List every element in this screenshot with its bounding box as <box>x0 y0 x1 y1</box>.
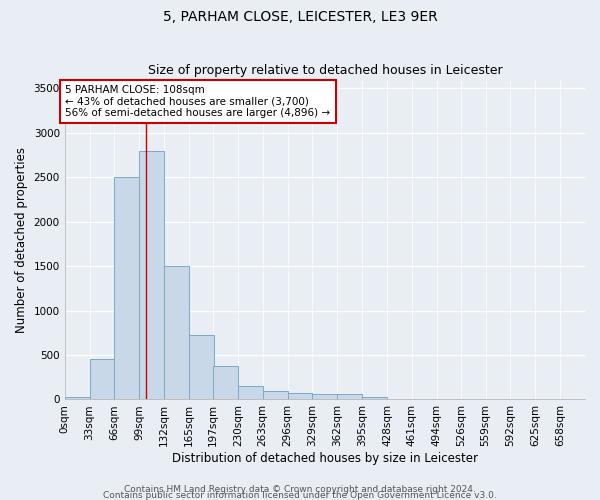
Bar <box>89 358 115 400</box>
Y-axis label: Number of detached properties: Number of detached properties <box>15 146 28 332</box>
Bar <box>263 390 287 400</box>
Bar <box>362 397 387 400</box>
Text: Contains public sector information licensed under the Open Government Licence v3: Contains public sector information licen… <box>103 491 497 500</box>
Text: 5, PARHAM CLOSE, LEICESTER, LE3 9ER: 5, PARHAM CLOSE, LEICESTER, LE3 9ER <box>163 10 437 24</box>
Text: 5 PARHAM CLOSE: 108sqm
← 43% of detached houses are smaller (3,700)
56% of semi-: 5 PARHAM CLOSE: 108sqm ← 43% of detached… <box>65 85 331 118</box>
Bar <box>337 394 362 400</box>
Bar <box>189 334 214 400</box>
X-axis label: Distribution of detached houses by size in Leicester: Distribution of detached houses by size … <box>172 452 478 465</box>
Bar <box>287 393 313 400</box>
Bar <box>213 366 238 400</box>
Bar <box>115 178 139 400</box>
Bar <box>139 150 164 400</box>
Title: Size of property relative to detached houses in Leicester: Size of property relative to detached ho… <box>148 64 502 77</box>
Bar <box>65 397 89 400</box>
Bar <box>313 394 337 400</box>
Bar <box>164 266 189 400</box>
Bar <box>238 386 263 400</box>
Text: Contains HM Land Registry data © Crown copyright and database right 2024.: Contains HM Land Registry data © Crown c… <box>124 484 476 494</box>
